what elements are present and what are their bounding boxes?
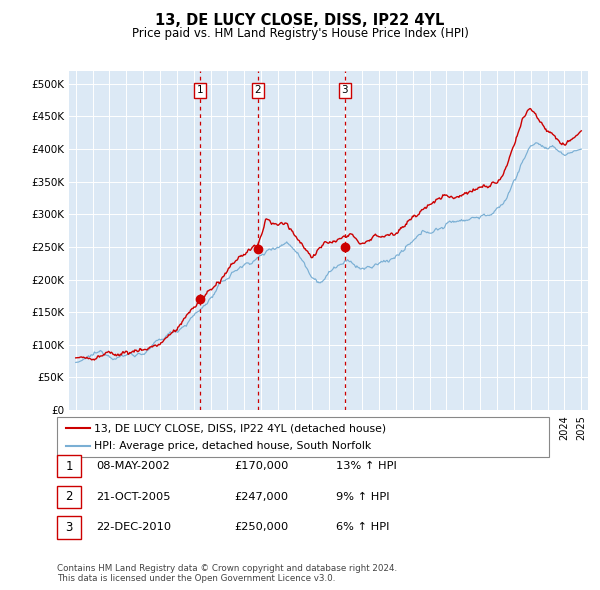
- Text: Contains HM Land Registry data © Crown copyright and database right 2024.
This d: Contains HM Land Registry data © Crown c…: [57, 563, 397, 583]
- Text: 13, DE LUCY CLOSE, DISS, IP22 4YL: 13, DE LUCY CLOSE, DISS, IP22 4YL: [155, 13, 445, 28]
- Text: 3: 3: [341, 86, 348, 96]
- Text: 22-DEC-2010: 22-DEC-2010: [96, 523, 171, 532]
- Text: 6% ↑ HPI: 6% ↑ HPI: [336, 523, 389, 532]
- Text: HPI: Average price, detached house, South Norfolk: HPI: Average price, detached house, Sout…: [94, 441, 371, 451]
- Text: Price paid vs. HM Land Registry's House Price Index (HPI): Price paid vs. HM Land Registry's House …: [131, 27, 469, 40]
- Text: 2: 2: [65, 490, 73, 503]
- Text: £247,000: £247,000: [234, 492, 288, 502]
- Text: 1: 1: [196, 86, 203, 96]
- Text: 1: 1: [65, 460, 73, 473]
- Text: £250,000: £250,000: [234, 523, 288, 532]
- Text: 08-MAY-2002: 08-MAY-2002: [96, 461, 170, 471]
- Text: 13% ↑ HPI: 13% ↑ HPI: [336, 461, 397, 471]
- Text: 2: 2: [254, 86, 261, 96]
- Text: 21-OCT-2005: 21-OCT-2005: [96, 492, 170, 502]
- Text: 9% ↑ HPI: 9% ↑ HPI: [336, 492, 389, 502]
- Text: 13, DE LUCY CLOSE, DISS, IP22 4YL (detached house): 13, DE LUCY CLOSE, DISS, IP22 4YL (detac…: [94, 424, 386, 434]
- Text: £170,000: £170,000: [234, 461, 289, 471]
- Text: 3: 3: [65, 521, 73, 534]
